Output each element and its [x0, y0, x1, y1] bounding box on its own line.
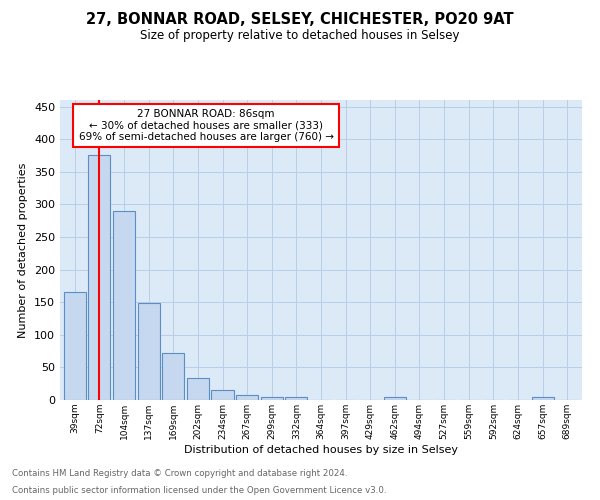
Bar	[285, 398, 307, 400]
Y-axis label: Number of detached properties: Number of detached properties	[19, 162, 28, 338]
Bar	[88, 156, 110, 400]
Text: Size of property relative to detached houses in Selsey: Size of property relative to detached ho…	[140, 29, 460, 42]
Bar	[187, 378, 209, 400]
Bar	[384, 398, 406, 400]
Text: Contains HM Land Registry data © Crown copyright and database right 2024.: Contains HM Land Registry data © Crown c…	[12, 468, 347, 477]
Bar	[64, 292, 86, 400]
Bar	[532, 398, 554, 400]
Bar	[113, 211, 135, 400]
Bar	[211, 390, 233, 400]
Bar	[236, 396, 258, 400]
Bar	[260, 396, 283, 400]
Text: 27 BONNAR ROAD: 86sqm
← 30% of detached houses are smaller (333)
69% of semi-det: 27 BONNAR ROAD: 86sqm ← 30% of detached …	[79, 109, 334, 142]
Bar	[137, 304, 160, 400]
Text: 27, BONNAR ROAD, SELSEY, CHICHESTER, PO20 9AT: 27, BONNAR ROAD, SELSEY, CHICHESTER, PO2…	[86, 12, 514, 28]
Bar	[162, 353, 184, 400]
Text: Contains public sector information licensed under the Open Government Licence v3: Contains public sector information licen…	[12, 486, 386, 495]
X-axis label: Distribution of detached houses by size in Selsey: Distribution of detached houses by size …	[184, 444, 458, 454]
